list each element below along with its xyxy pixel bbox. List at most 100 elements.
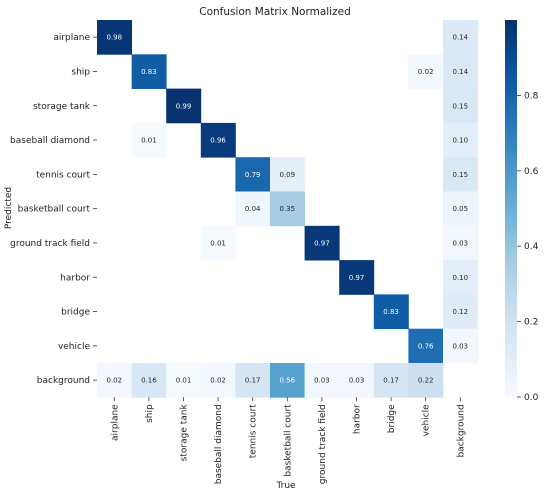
colorbar-tick-label: 0.8	[524, 91, 539, 101]
cell-value-label: 0.05	[453, 205, 469, 213]
x-tick-label: harbor	[353, 404, 363, 434]
x-tick-label: ground track field	[318, 404, 328, 484]
heatmap-cell	[443, 260, 478, 295]
y-tick-label: background	[37, 376, 90, 386]
heatmap-cell	[97, 20, 132, 55]
heatmap-cell	[443, 20, 478, 55]
heatmap-cell	[373, 363, 409, 398]
cell-value-label: 0.02	[210, 377, 226, 385]
cell-value-label: 0.17	[383, 377, 399, 385]
colorbar-tick-label: 0.4	[524, 242, 539, 252]
cell-value-label: 0.83	[383, 308, 399, 316]
x-tick-label: airplane	[110, 404, 120, 441]
y-tick-label: bridge	[61, 308, 90, 318]
heatmap-cell	[304, 363, 340, 398]
cell-value-label: 0.97	[314, 239, 330, 247]
colorbar-ticks: 0.0 0.2 0.4 0.6 0.8	[517, 91, 539, 403]
x-axis-label: True	[275, 481, 296, 491]
cell-value-label: 0.22	[418, 377, 434, 385]
heatmap-cells: 0.98 0.14 0.83 0.02 0.14 0.99 0.15 0.01 0.96 0.10…	[97, 20, 478, 398]
cell-value-label: 0.35	[280, 205, 296, 213]
heatmap-cell	[304, 225, 340, 261]
cell-value-label: 0.99	[176, 102, 192, 110]
cell-value-label: 0.97	[349, 274, 365, 282]
x-tick-label: baseball diamond	[214, 404, 224, 484]
cell-value-label: 0.16	[141, 377, 157, 385]
colorbar-tick-label: 0.6	[524, 167, 539, 177]
heatmap-cell	[443, 54, 478, 89]
x-tick-label: background	[456, 404, 466, 457]
cell-value-label: 0.03	[453, 342, 469, 350]
colorbar	[505, 20, 517, 397]
heatmap-cell	[443, 191, 478, 227]
heatmap-cell	[97, 363, 132, 398]
cell-value-label: 0.01	[210, 239, 226, 247]
heatmap-cell	[443, 294, 478, 330]
cell-value-label: 0.02	[107, 377, 123, 385]
cell-value-label: 0.98	[107, 34, 123, 42]
cell-value-label: 0.17	[245, 377, 261, 385]
heatmap-cell	[131, 122, 167, 158]
heatmap-cell	[443, 225, 478, 261]
heatmap-cell	[270, 191, 305, 227]
cell-value-label: 0.10	[453, 137, 469, 145]
y-tick-label: ground track field	[10, 239, 90, 249]
y-tick-label: baseball diamond	[10, 136, 90, 146]
heatmap-cell	[131, 54, 167, 89]
heatmap-cell	[443, 122, 478, 158]
cell-value-label: 0.76	[418, 342, 434, 350]
x-tick-labels: airplane ship storage tank baseball diamond…	[110, 397, 466, 484]
y-tick-label: storage tank	[33, 102, 91, 112]
cell-value-label: 0.04	[245, 205, 261, 213]
x-tick-label: basketball court	[283, 404, 293, 477]
cell-value-label: 0.15	[453, 102, 469, 110]
cell-value-label: 0.02	[418, 68, 434, 76]
colorbar-tick-label: 0.2	[524, 318, 538, 328]
cell-value-label: 0.01	[176, 377, 192, 385]
x-tick-label: tennis court	[249, 404, 259, 458]
chart-title: Confusion Matrix Normalized	[199, 6, 351, 18]
cell-value-label: 0.01	[141, 137, 157, 145]
heatmap-cell	[339, 260, 375, 295]
heatmap-cell	[443, 328, 478, 364]
heatmap-cell	[200, 122, 236, 158]
heatmap-cell	[166, 363, 202, 398]
cell-value-label: 0.03	[453, 239, 469, 247]
cell-value-label: 0.14	[453, 68, 469, 76]
heatmap-cell	[235, 191, 271, 227]
heatmap-cell	[235, 363, 271, 398]
cell-value-label: 0.03	[314, 377, 330, 385]
x-tick-label: bridge	[387, 404, 397, 433]
heatmap-cell	[270, 363, 305, 398]
y-tick-labels: airplane ship storage tank baseball diamond…	[10, 33, 97, 386]
heatmap-cell	[200, 363, 236, 398]
y-tick-label: vehicle	[58, 342, 91, 352]
heatmap-cell	[443, 157, 478, 192]
y-tick-label: harbor	[60, 273, 90, 283]
cell-value-label: 0.12	[453, 308, 469, 316]
cell-value-label: 0.79	[245, 171, 261, 179]
heatmap-cell	[339, 363, 375, 398]
heatmap-cell	[443, 88, 478, 124]
y-tick-label: tennis court	[36, 170, 90, 180]
cell-value-label: 0.03	[349, 377, 365, 385]
heatmap-cell	[270, 157, 305, 192]
cell-value-label: 0.10	[453, 274, 469, 282]
colorbar-tick-label: 0.0	[524, 393, 539, 403]
cell-value-label: 0.15	[453, 171, 469, 179]
cell-value-label: 0.09	[280, 171, 296, 179]
cell-value-label: 0.14	[453, 34, 469, 42]
x-tick-label: vehicle	[422, 404, 432, 437]
x-tick-label: storage tank	[180, 404, 190, 462]
heatmap-cell	[373, 294, 409, 330]
y-tick-label: basketball court	[18, 205, 91, 215]
heatmap-cell	[166, 88, 202, 124]
x-tick-label: ship	[145, 404, 155, 423]
heatmap-cell	[408, 328, 444, 364]
cell-value-label: 0.56	[280, 377, 296, 385]
cell-value-label: 0.96	[210, 137, 226, 145]
heatmap-cell	[131, 363, 167, 398]
heatmap-cell	[200, 225, 236, 261]
